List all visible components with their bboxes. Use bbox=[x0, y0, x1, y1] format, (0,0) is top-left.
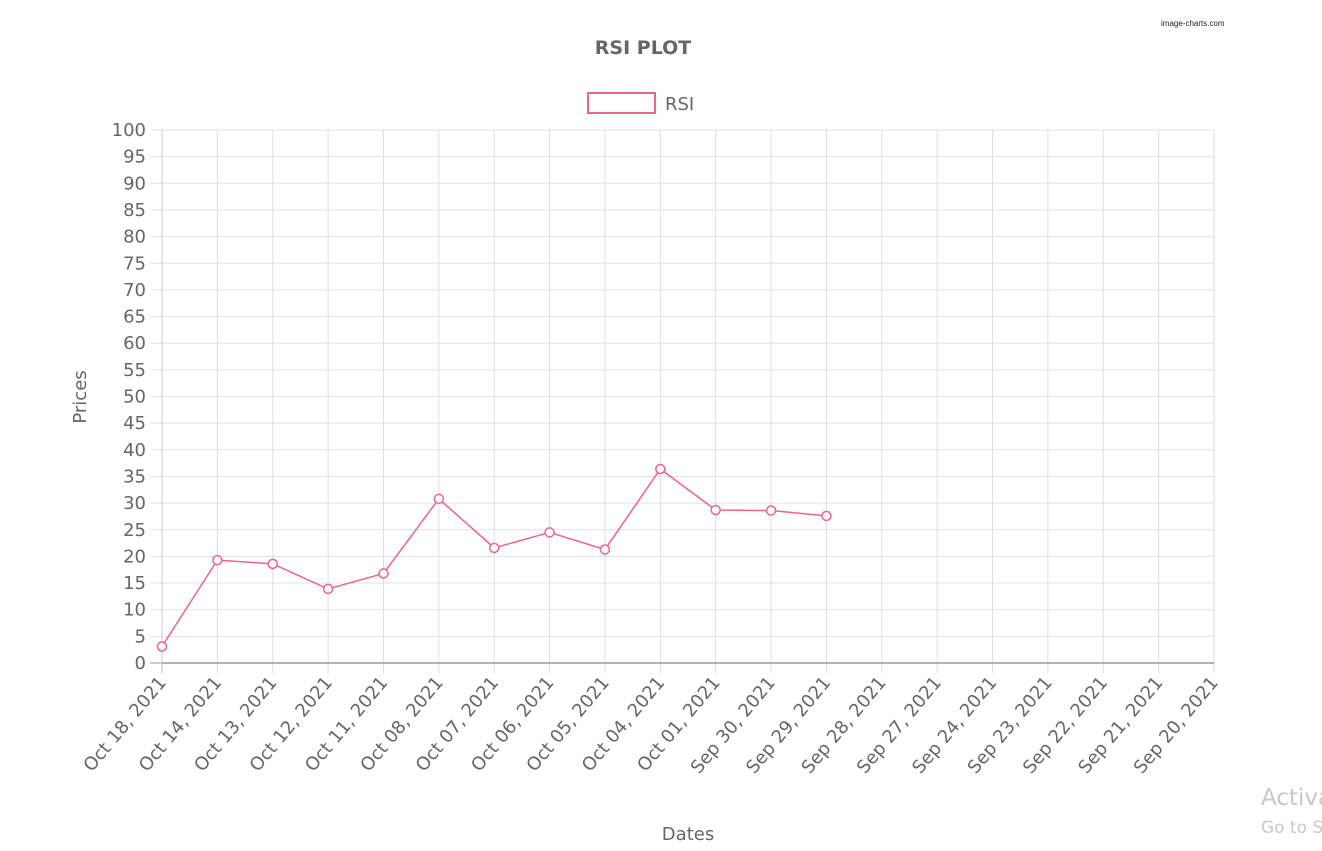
y-tick-label: 70 bbox=[123, 280, 146, 301]
grid bbox=[150, 129, 1215, 673]
data-point[interactable] bbox=[322, 583, 334, 595]
y-tick-label: 55 bbox=[123, 360, 146, 381]
watermark: image-charts.com bbox=[1161, 19, 1225, 28]
y-tick-label: 45 bbox=[123, 413, 146, 434]
y-tick-labels: 0 5 10 15 20 25 30 35 40 45 50 55 60 65 70 75 80 85 90 95 10… bbox=[112, 120, 146, 674]
y-tick-label: 0 bbox=[135, 653, 146, 674]
y-tick-label: 50 bbox=[123, 387, 146, 408]
y-tick-label: 10 bbox=[123, 600, 146, 621]
data-point[interactable] bbox=[488, 542, 500, 554]
data-point[interactable] bbox=[156, 641, 168, 652]
y-tick-label: 20 bbox=[123, 546, 146, 567]
activate-windows-subtext: Go to S bbox=[1261, 818, 1322, 838]
data-point[interactable] bbox=[710, 504, 721, 516]
y-tick-label: 100 bbox=[112, 120, 146, 141]
data-point[interactable] bbox=[378, 568, 389, 579]
y-tick-label: 60 bbox=[123, 333, 146, 354]
y-tick-label: 35 bbox=[123, 466, 146, 487]
y-tick-label: 75 bbox=[123, 253, 146, 274]
y-tick-label: 90 bbox=[123, 173, 146, 194]
x-axis-label: Dates bbox=[662, 824, 714, 845]
y-tick-label: 15 bbox=[123, 573, 146, 594]
chart-title: RSI PLOT bbox=[595, 37, 692, 59]
legend-swatch bbox=[587, 92, 656, 114]
data-point[interactable] bbox=[544, 527, 555, 538]
activate-windows-text: Activa bbox=[1261, 785, 1322, 811]
y-tick-label: 80 bbox=[123, 227, 146, 248]
data-point[interactable] bbox=[267, 558, 278, 570]
y-tick-label: 25 bbox=[123, 520, 146, 541]
data-point[interactable] bbox=[599, 544, 611, 555]
data-point[interactable] bbox=[433, 493, 445, 505]
axes bbox=[161, 130, 1214, 664]
y-tick-label: 95 bbox=[123, 147, 146, 168]
y-tick-label: 65 bbox=[123, 307, 146, 328]
legend[interactable]: RSI bbox=[587, 92, 694, 115]
data-point[interactable] bbox=[765, 505, 777, 516]
y-axis-label: Prices bbox=[70, 370, 91, 423]
y-tick-label: 85 bbox=[123, 200, 146, 221]
y-tick-label: 5 bbox=[135, 626, 146, 647]
legend-label: RSI bbox=[665, 94, 694, 115]
data-point[interactable] bbox=[655, 463, 666, 475]
data-point[interactable] bbox=[821, 510, 832, 522]
y-tick-label: 40 bbox=[123, 440, 146, 461]
y-tick-label: 30 bbox=[123, 493, 146, 514]
data-point[interactable] bbox=[212, 554, 223, 566]
series-rsi bbox=[156, 463, 832, 652]
